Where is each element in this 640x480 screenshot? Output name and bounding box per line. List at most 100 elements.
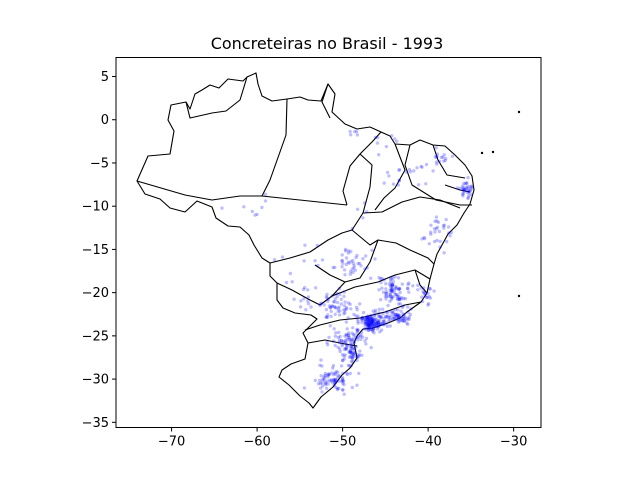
- data-point: [255, 212, 259, 217]
- data-point: [397, 319, 402, 323]
- data-point: [436, 220, 441, 224]
- data-point: [366, 324, 370, 329]
- data-point: [435, 225, 440, 229]
- data-point: [364, 317, 368, 321]
- data-point: [354, 314, 358, 318]
- data-point: [326, 382, 330, 386]
- island-marker: [517, 294, 521, 298]
- data-point: [335, 294, 339, 299]
- data-point: [344, 320, 348, 324]
- data-point: [318, 302, 322, 306]
- data-point: [338, 309, 342, 313]
- data-point: [355, 383, 359, 387]
- data-point: [380, 276, 384, 281]
- data-point: [329, 314, 333, 319]
- x-tick-label: −60: [243, 435, 270, 450]
- data-point: [397, 313, 401, 317]
- data-point: [395, 312, 399, 316]
- data-point: [369, 276, 373, 280]
- data-point: [315, 243, 319, 248]
- data-point: [399, 318, 403, 322]
- data-point: [369, 327, 373, 332]
- data-point: [349, 351, 353, 355]
- data-point: [381, 290, 386, 294]
- data-point: [374, 317, 378, 321]
- data-point: [349, 359, 354, 364]
- state-border: [362, 196, 461, 214]
- data-point: [464, 187, 468, 191]
- data-point: [351, 337, 356, 341]
- data-point: [390, 283, 394, 287]
- data-point: [397, 168, 401, 172]
- data-point: [382, 278, 386, 282]
- data-point: [469, 188, 473, 192]
- data-point: [353, 268, 357, 272]
- data-point: [357, 261, 362, 266]
- data-point: [372, 324, 376, 328]
- data-point: [350, 227, 354, 231]
- data-point: [342, 290, 346, 294]
- data-point: [340, 352, 345, 357]
- data-point: [341, 379, 345, 383]
- data-point: [367, 319, 372, 323]
- data-point: [383, 294, 388, 298]
- data-point: [369, 320, 374, 325]
- data-point: [396, 314, 400, 318]
- data-point: [292, 297, 296, 301]
- data-point: [350, 356, 354, 360]
- data-point: [318, 386, 323, 390]
- data-point: [460, 184, 465, 188]
- data-point: [332, 383, 336, 387]
- data-point: [442, 223, 446, 227]
- data-point: [345, 343, 349, 347]
- data-point: [371, 321, 375, 325]
- data-point: [363, 324, 367, 328]
- data-point: [419, 286, 423, 290]
- data-point: [333, 312, 337, 316]
- data-point: [330, 304, 335, 308]
- data-point: [370, 317, 375, 322]
- data-point: [341, 378, 345, 383]
- data-point: [340, 258, 345, 263]
- data-point: [336, 345, 340, 349]
- data-point: [346, 249, 351, 253]
- state-border: [331, 269, 431, 297]
- data-point: [326, 373, 330, 378]
- data-point: [366, 315, 370, 319]
- data-point: [415, 166, 419, 170]
- data-point: [441, 224, 446, 228]
- data-point: [338, 349, 342, 354]
- data-point: [344, 347, 348, 351]
- data-point: [348, 354, 353, 358]
- data-point: [374, 318, 379, 322]
- data-point: [395, 318, 399, 322]
- data-point: [344, 307, 349, 311]
- data-point: [365, 315, 369, 320]
- data-point: [402, 312, 406, 317]
- data-point: [397, 287, 401, 291]
- data-point: [336, 374, 340, 378]
- data-point: [397, 178, 401, 183]
- data-point: [385, 324, 389, 329]
- data-point: [390, 284, 394, 288]
- data-point: [370, 320, 374, 324]
- data-point: [374, 321, 379, 326]
- data-point: [370, 319, 374, 323]
- data-point: [420, 237, 424, 241]
- data-point: [344, 306, 349, 310]
- data-point: [320, 364, 324, 368]
- data-point: [338, 334, 342, 339]
- data-point: [324, 307, 329, 312]
- data-point: [407, 167, 412, 172]
- data-point: [380, 286, 384, 290]
- data-point: [350, 331, 354, 335]
- data-point: [396, 315, 400, 319]
- data-point: [364, 319, 368, 324]
- data-point: [461, 186, 465, 190]
- data-point: [352, 347, 356, 351]
- data-point: [373, 322, 378, 326]
- data-point: [384, 315, 389, 319]
- data-point: [390, 283, 395, 287]
- data-point: [394, 292, 398, 297]
- data-point: [407, 315, 411, 319]
